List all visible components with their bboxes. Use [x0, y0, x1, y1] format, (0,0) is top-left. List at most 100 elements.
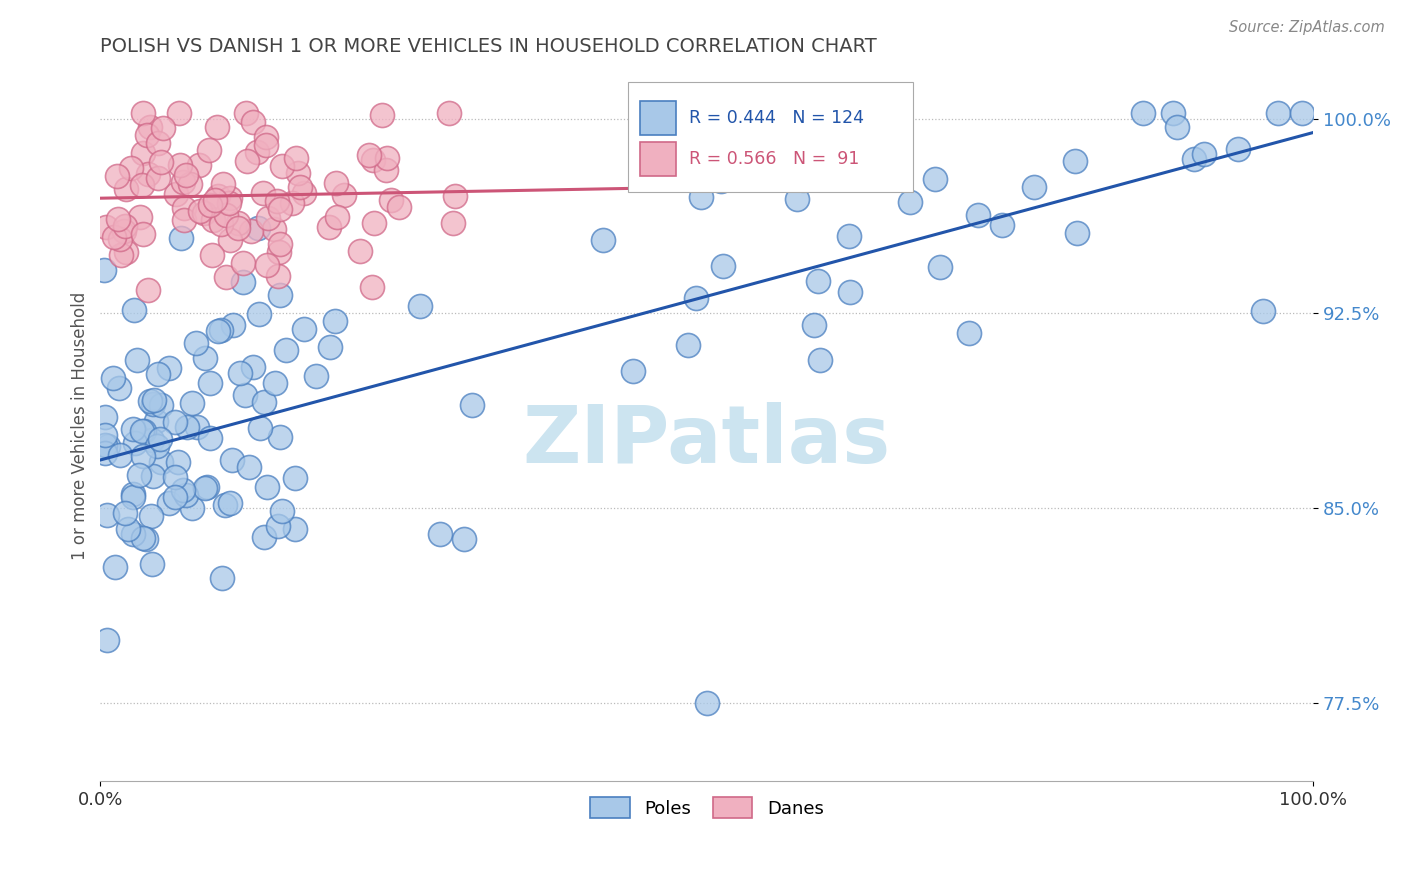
- Point: [380, 193, 402, 207]
- Point: [437, 106, 460, 120]
- Point: [219, 233, 242, 247]
- Point: [269, 287, 291, 301]
- Text: Source: ZipAtlas.com: Source: ZipAtlas.com: [1229, 20, 1385, 35]
- Point: [818, 146, 841, 161]
- Point: [135, 128, 157, 142]
- Point: [112, 224, 135, 238]
- Point: [408, 299, 430, 313]
- Legend: Poles, Danes: Poles, Danes: [582, 789, 831, 825]
- Point: [247, 221, 270, 235]
- Point: [215, 207, 238, 221]
- Point: [197, 143, 219, 157]
- Point: [292, 322, 315, 336]
- Point: [170, 230, 193, 244]
- Point: [207, 120, 229, 134]
- Point: [253, 529, 276, 543]
- Point: [204, 193, 226, 207]
- Point: [181, 396, 204, 410]
- Point: [114, 507, 136, 521]
- Point: [125, 353, 148, 368]
- Point: [124, 436, 146, 450]
- Point: [198, 198, 221, 212]
- Point: [174, 488, 197, 502]
- Point: [252, 394, 274, 409]
- Point: [142, 393, 165, 408]
- Point: [103, 370, 125, 384]
- Point: [221, 452, 243, 467]
- Point: [188, 158, 211, 172]
- Point: [267, 244, 290, 259]
- Point: [374, 162, 396, 177]
- Point: [388, 200, 411, 214]
- Point: [141, 558, 163, 572]
- Point: [212, 177, 235, 191]
- Point: [214, 498, 236, 512]
- Point: [152, 121, 174, 136]
- Point: [254, 129, 277, 144]
- Point: [122, 527, 145, 541]
- Point: [132, 450, 155, 464]
- Point: [115, 181, 138, 195]
- Point: [166, 455, 188, 469]
- Point: [838, 229, 860, 244]
- Point: [194, 481, 217, 495]
- Point: [441, 216, 464, 230]
- Point: [270, 159, 292, 173]
- Point: [957, 326, 980, 341]
- Point: [305, 369, 328, 384]
- Point: [135, 533, 157, 547]
- Point: [242, 360, 264, 375]
- Point: [148, 368, 170, 382]
- Point: [453, 533, 475, 547]
- Point: [184, 336, 207, 351]
- Point: [207, 324, 229, 338]
- Point: [287, 166, 309, 180]
- Point: [323, 314, 346, 328]
- Point: [281, 195, 304, 210]
- Point: [233, 388, 256, 402]
- Text: ZIPatlas: ZIPatlas: [523, 401, 891, 480]
- Point: [110, 448, 132, 462]
- Point: [1227, 142, 1250, 156]
- Point: [120, 161, 142, 176]
- Point: [131, 425, 153, 439]
- Point: [195, 480, 218, 494]
- Point: [94, 409, 117, 424]
- Point: [218, 196, 240, 211]
- Point: [173, 212, 195, 227]
- Point: [360, 280, 382, 294]
- Point: [267, 269, 290, 284]
- Point: [122, 303, 145, 318]
- Point: [676, 338, 699, 352]
- Point: [157, 496, 180, 510]
- Point: [141, 508, 163, 523]
- Point: [142, 396, 165, 410]
- Point: [141, 433, 163, 447]
- Point: [121, 490, 143, 504]
- Point: [150, 398, 173, 412]
- Point: [292, 186, 315, 201]
- Point: [146, 438, 169, 452]
- Point: [246, 145, 269, 160]
- Point: [146, 136, 169, 151]
- Point: [461, 398, 484, 412]
- Point: [131, 178, 153, 192]
- Point: [200, 376, 222, 390]
- Point: [121, 487, 143, 501]
- Point: [93, 263, 115, 277]
- Point: [269, 236, 291, 251]
- Point: [209, 323, 232, 337]
- Point: [803, 318, 825, 332]
- Point: [326, 211, 349, 225]
- Point: [132, 146, 155, 161]
- Point: [108, 380, 131, 394]
- Point: [332, 188, 354, 202]
- Point: [150, 455, 173, 469]
- Point: [1267, 106, 1289, 120]
- Point: [172, 175, 194, 189]
- Point: [1161, 106, 1184, 120]
- Point: [193, 205, 215, 219]
- Point: [201, 248, 224, 262]
- Point: [269, 202, 291, 217]
- Text: R = 0.566   N =  91: R = 0.566 N = 91: [689, 150, 859, 168]
